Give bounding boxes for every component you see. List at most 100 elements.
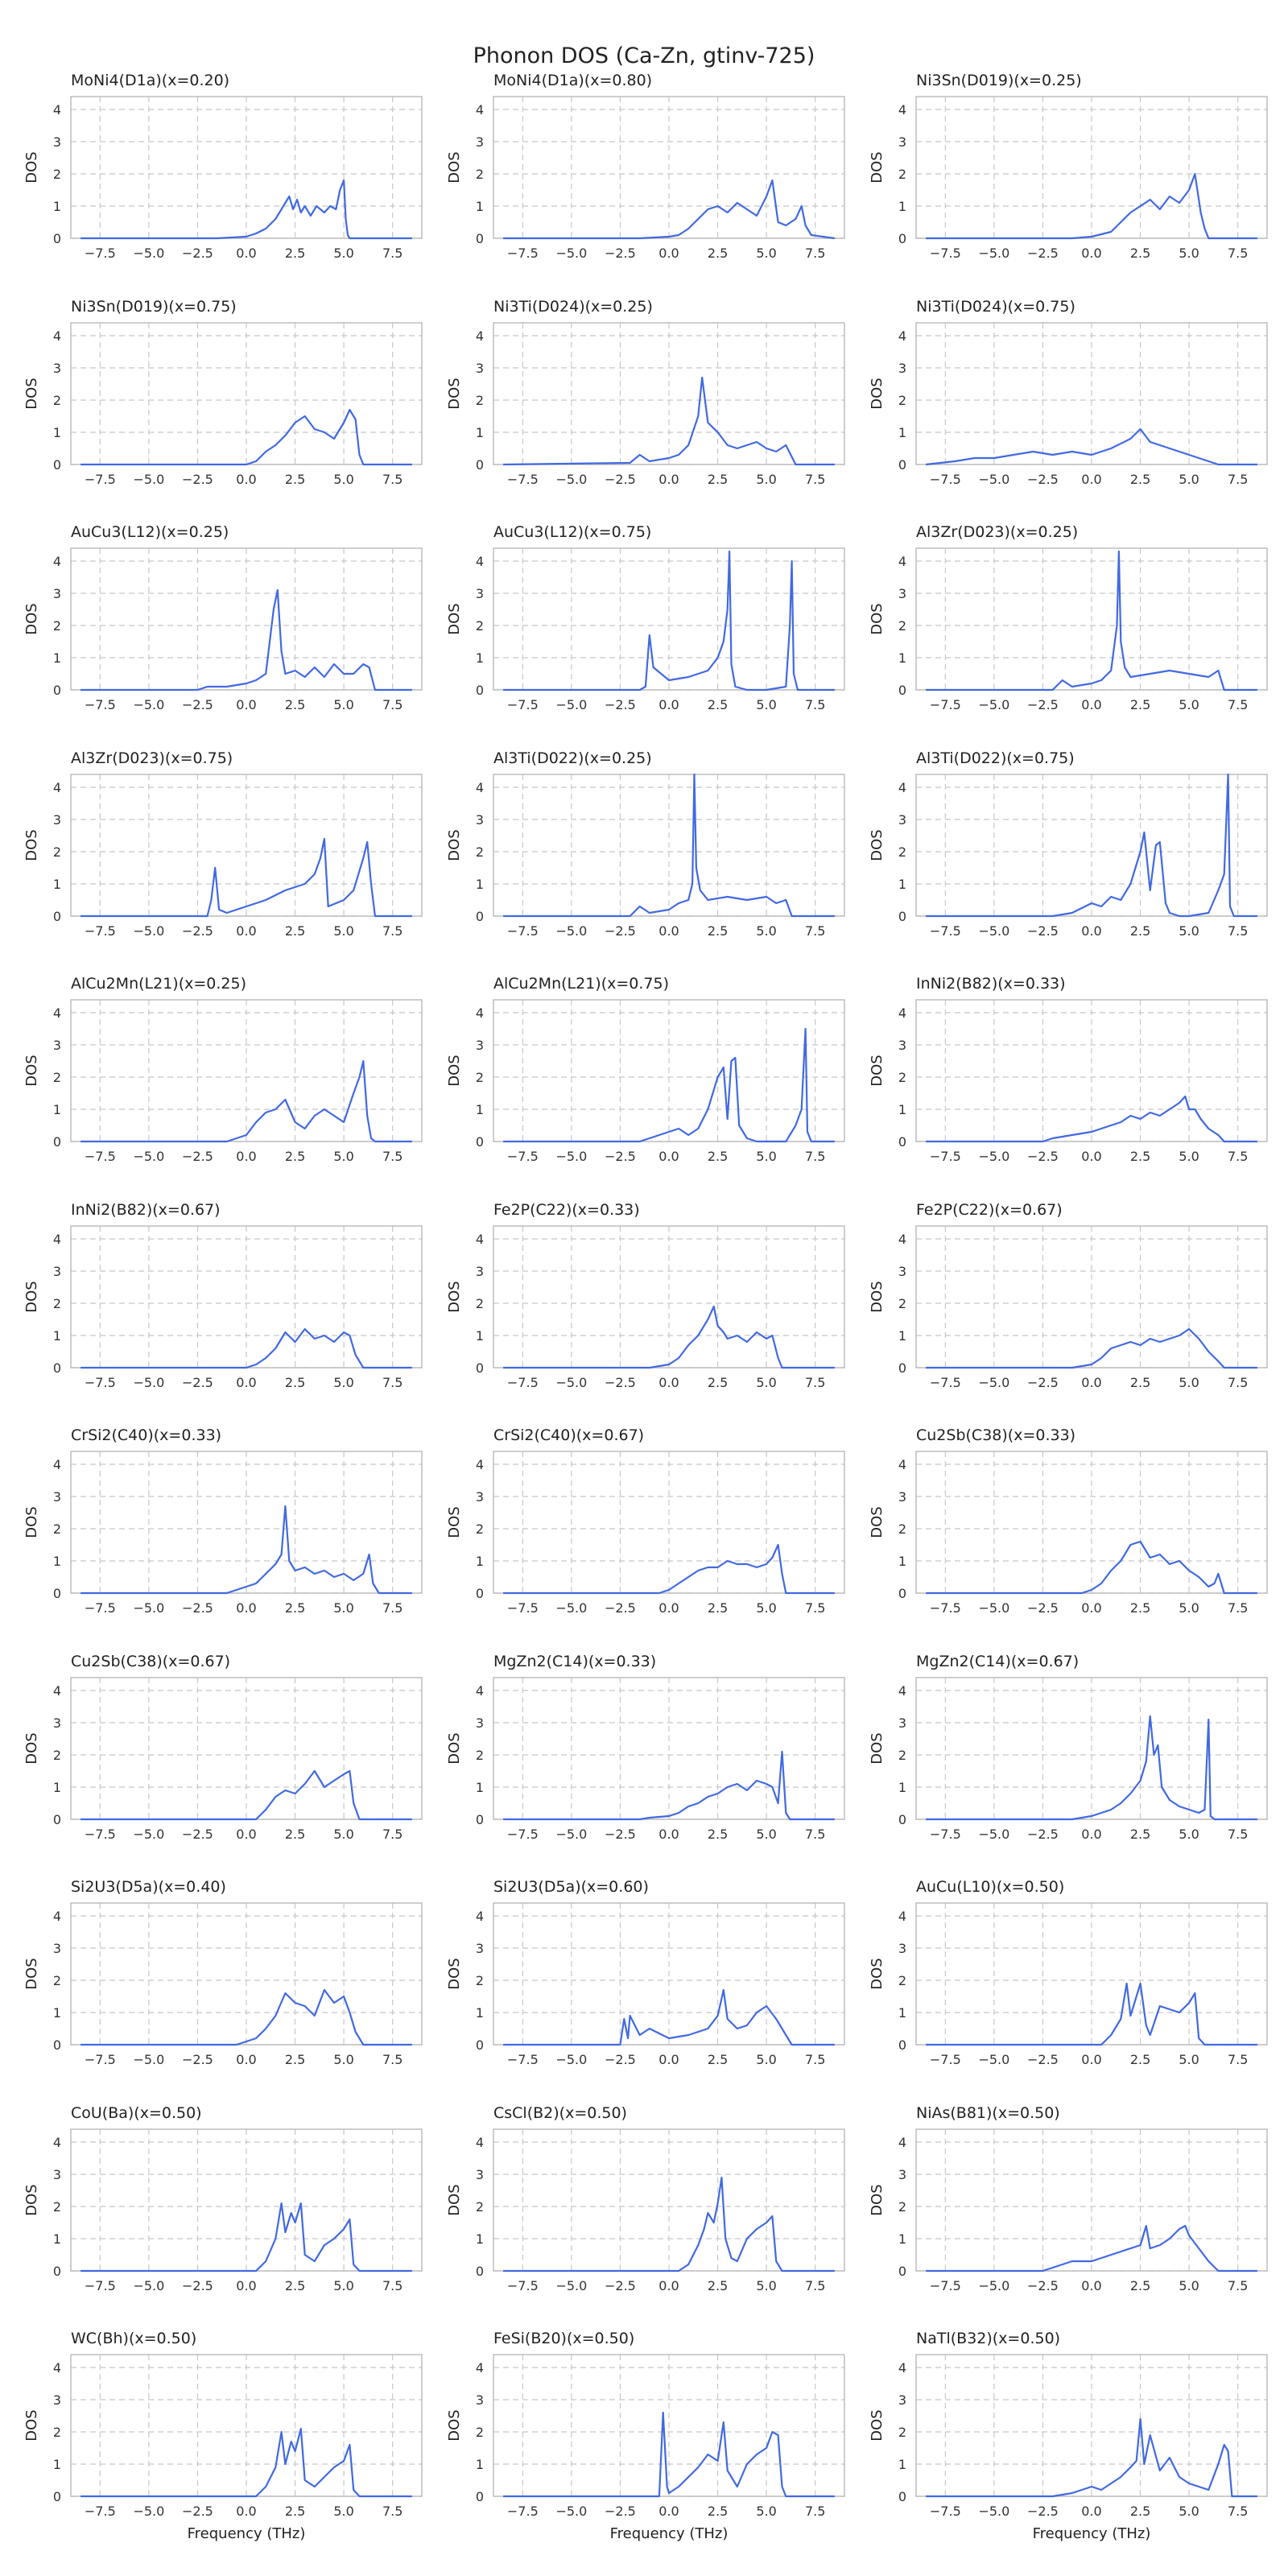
x-tick-label: 5.0 [1179,472,1199,487]
panel-title: Si2U3(D5a)(x=0.40) [71,1878,226,1896]
x-tick-label: −7.5 [507,2504,539,2519]
x-tick-label: −2.5 [605,472,636,487]
panel-title: Al3Zr(D023)(x=0.75) [71,749,233,767]
x-tick-label: −7.5 [507,1600,539,1616]
y-tick-label: 2 [898,1521,906,1537]
y-tick-label: 3 [53,1941,61,1956]
panel-title: Ni3Sn(D019)(x=0.25) [916,72,1082,89]
panel-title: Cu2Sb(C38)(x=0.67) [71,1653,230,1670]
dos-panel: Al3Ti(D022)(x=0.75) −7.5 −5.0 −2.5 0.0 2.5 5.0… [860,738,1285,964]
x-tick-label: 0.0 [236,1827,256,1842]
dos-panel: CrSi2(C40)(x=0.33) −7.5 −5.0 −2.5 0.0 2.5 5.0 7… [14,1415,440,1641]
x-tick-label: 5.0 [333,1600,353,1616]
dos-panel: MoNi4(D1a)(x=0.80) −7.5 −5.0 −2.5 0.0 2.5 5.0 7… [437,60,862,286]
x-tick-label: −5.0 [133,246,164,261]
x-tick-label: −5.0 [133,1149,164,1164]
x-tick-label: −2.5 [1027,246,1059,261]
x-tick-label: 7.5 [382,697,402,712]
x-tick-label: −7.5 [85,923,116,939]
dos-panel: Ni3Sn(D019)(x=0.25) −7.5 −5.0 −2.5 0.0 2.5 5.0… [860,60,1285,286]
y-axis-label: DOS [869,1506,886,1538]
y-tick-label: 2 [476,1521,484,1537]
x-tick-label: −2.5 [605,1600,636,1616]
x-tick-label: 5.0 [333,923,353,939]
dos-plot: Si2U3(D5a)(x=0.40) −7.5 −5.0 −2.5 0.0 2.5 5.0 7… [23,1878,423,2067]
x-tick-label: 7.5 [382,472,402,487]
y-tick-label: 1 [476,425,484,440]
x-tick-label: −7.5 [507,1827,539,1842]
panel-title: CoU(Ba)(x=0.50) [71,2104,202,2122]
y-tick-label: 4 [476,780,484,795]
dos-series-line [80,1059,412,1143]
y-tick-label: 1 [898,199,906,214]
x-tick-label: 7.5 [805,1375,825,1390]
y-tick-label: 3 [898,1264,906,1279]
y-tick-label: 4 [53,1005,61,1021]
x-tick-label: 7.5 [1228,2504,1248,2519]
y-axis-label: DOS [23,1281,40,1312]
dos-series-line [926,1715,1257,1820]
x-tick-label: 7.5 [1228,246,1248,261]
x-tick-label: 2.5 [285,1600,305,1616]
x-tick-label: 5.0 [756,2052,776,2067]
x-tick-label: −7.5 [930,2052,961,2067]
x-tick-label: 5.0 [756,1375,776,1390]
y-axis-label: DOS [869,603,886,634]
y-tick-label: 2 [898,393,906,408]
y-tick-label: 0 [898,683,906,698]
x-tick-label: −5.0 [978,2052,1009,2067]
x-tick-label: 7.5 [1228,1600,1248,1616]
dos-panel: Al3Zr(D023)(x=0.25) −7.5 −5.0 −2.5 0.0 2.5 5.0… [860,512,1285,737]
x-tick-label: 2.5 [1130,697,1150,712]
x-tick-label: 5.0 [1179,923,1199,939]
y-tick-label: 4 [53,2135,61,2150]
y-tick-label: 1 [53,1780,61,1795]
y-tick-label: 4 [898,1457,906,1472]
y-axis-label: DOS [23,829,40,861]
y-tick-label: 4 [53,1232,61,1247]
x-tick-label: 5.0 [1179,1375,1199,1390]
x-tick-label: −5.0 [555,923,587,939]
x-tick-label: 5.0 [1179,1149,1199,1164]
y-tick-label: 3 [898,1941,906,1956]
x-tick-label: −2.5 [605,1827,636,1842]
dos-series-line [926,172,1257,240]
x-tick-label: 7.5 [805,923,825,939]
y-tick-label: 1 [898,650,906,666]
y-tick-label: 4 [476,328,484,344]
x-tick-label: 7.5 [382,246,402,261]
y-tick-label: 2 [53,1973,61,1988]
dos-series-line [926,2417,1257,2498]
y-axis-label: DOS [23,1506,40,1538]
y-tick-label: 4 [898,1909,906,1924]
y-tick-label: 1 [53,2231,61,2247]
y-axis-label: DOS [446,1958,463,1989]
y-tick-label: 0 [898,2264,906,2279]
dos-panel: CrSi2(C40)(x=0.67) −7.5 −5.0 −2.5 0.0 2.5 5.0 7… [437,1415,862,1641]
x-tick-label: 5.0 [756,472,776,487]
x-tick-label: 5.0 [1179,1827,1199,1842]
x-tick-label: 5.0 [333,697,353,712]
x-tick-label: 0.0 [658,2278,679,2293]
y-tick-label: 4 [476,2135,484,2150]
dos-panel: Ni3Ti(D024)(x=0.25) −7.5 −5.0 −2.5 0.0 2.5 5.0… [437,287,862,512]
panel-title: AlCu2Mn(L21)(x=0.25) [71,975,246,993]
y-tick-label: 2 [898,167,906,182]
y-tick-label: 1 [476,2231,484,2247]
dos-plot: AuCu3(L12)(x=0.25) −7.5 −5.0 −2.5 0.0 2.5 5.0 7… [23,523,423,712]
y-tick-label: 0 [476,231,484,246]
x-tick-label: −5.0 [978,1827,1009,1842]
plot-frame [915,2354,1268,2497]
y-tick-label: 2 [476,1973,484,1988]
y-tick-label: 1 [476,1780,484,1795]
y-tick-label: 0 [898,2489,906,2504]
plot-frame [915,773,1268,917]
x-tick-label: 0.0 [658,1375,679,1390]
x-tick-label: 2.5 [285,2052,305,2067]
y-axis-label: DOS [869,2184,886,2215]
y-tick-label: 0 [476,2037,484,2053]
x-tick-label: 2.5 [285,1149,305,1164]
x-tick-label: 0.0 [658,923,679,939]
dos-panel: AuCu3(L12)(x=0.75) −7.5 −5.0 −2.5 0.0 2.5 5.0 7… [437,512,862,737]
